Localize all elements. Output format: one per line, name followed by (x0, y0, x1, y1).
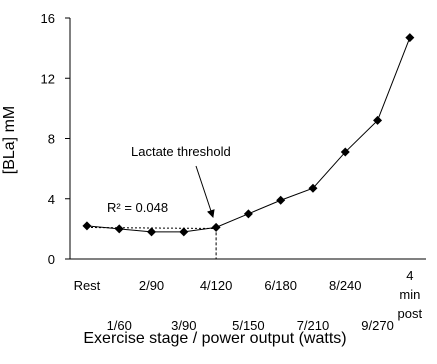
x-tick-label: 3/90 (171, 318, 197, 333)
marker (243, 209, 253, 219)
marker (211, 222, 221, 232)
x-tick-label: 7/210 (296, 318, 330, 333)
x-tick-label: 1/60 (106, 318, 132, 333)
marker (405, 33, 415, 43)
x-tick-label: 4/120 (199, 278, 233, 293)
x-tick-label: 8/240 (328, 278, 362, 293)
y-tick-label: 16 (41, 11, 55, 26)
x-tick-label: 2/90 (138, 278, 165, 293)
annotation-arrow (195, 165, 215, 218)
marker (276, 195, 286, 205)
y-tick-label: 12 (41, 71, 55, 86)
x-tick-label: 9/270 (361, 318, 394, 333)
annotation: Lactate threshold (131, 144, 231, 159)
y-tick-label: 4 (48, 192, 55, 207)
marker (308, 183, 318, 193)
marker (179, 227, 189, 237)
marker (373, 115, 383, 125)
marker (114, 224, 124, 234)
x-tick-label: 6/180 (264, 278, 297, 293)
x-tick-label: Rest (73, 278, 101, 293)
y-tick-label: 8 (48, 132, 55, 147)
marker (82, 221, 92, 231)
x-axis-title: Exercise stage / power output (watts) (83, 330, 346, 347)
x-tick-label: 4 min post (397, 268, 423, 321)
annotation: R² = 0.048 (107, 200, 168, 215)
y-axis-title: [BLa] mM (1, 106, 18, 174)
marker (147, 227, 157, 237)
x-tick-label: 5/150 (232, 318, 265, 333)
y-tick-label: 0 (48, 252, 55, 267)
marker (340, 147, 350, 157)
